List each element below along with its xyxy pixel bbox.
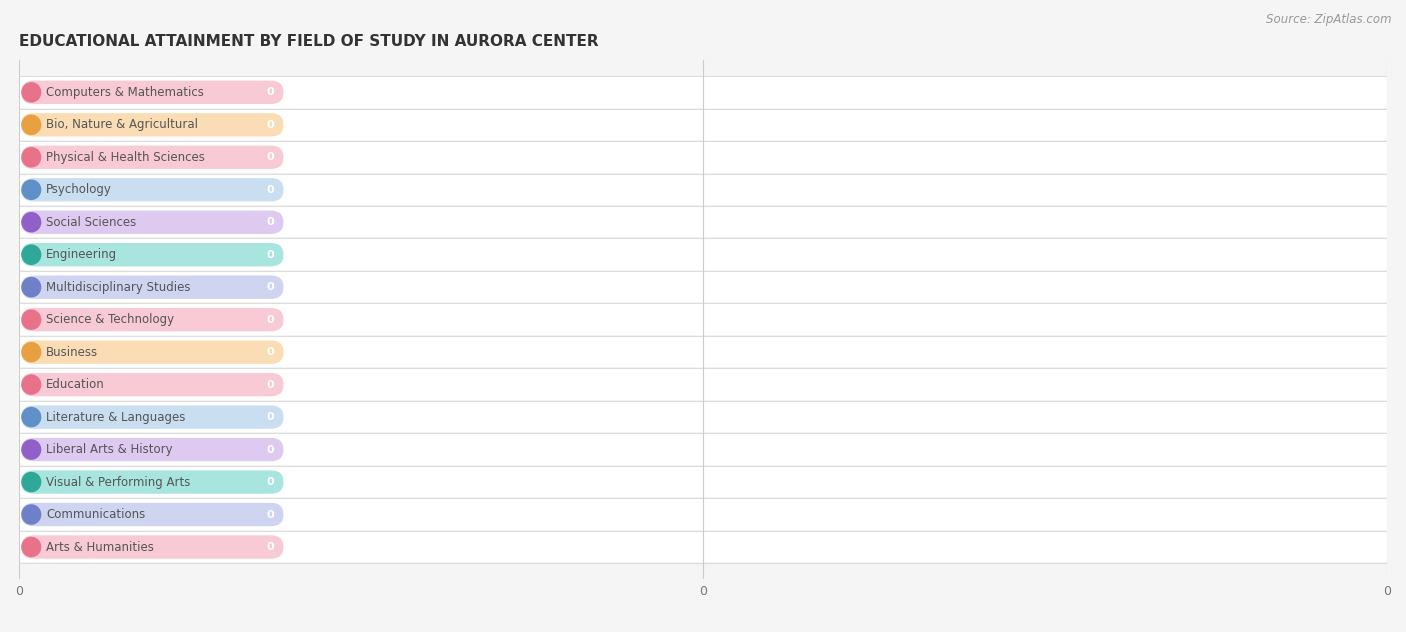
FancyBboxPatch shape bbox=[21, 113, 284, 137]
Ellipse shape bbox=[21, 407, 41, 427]
FancyBboxPatch shape bbox=[21, 503, 284, 526]
FancyBboxPatch shape bbox=[20, 174, 1386, 205]
Ellipse shape bbox=[21, 537, 41, 557]
Ellipse shape bbox=[21, 147, 41, 167]
Text: Bio, Nature & Agricultural: Bio, Nature & Agricultural bbox=[46, 118, 198, 131]
Text: Arts & Humanities: Arts & Humanities bbox=[46, 540, 153, 554]
Ellipse shape bbox=[21, 471, 41, 492]
FancyBboxPatch shape bbox=[21, 276, 284, 299]
Text: Physical & Health Sciences: Physical & Health Sciences bbox=[46, 151, 205, 164]
Ellipse shape bbox=[21, 374, 41, 395]
Text: Engineering: Engineering bbox=[46, 248, 117, 261]
Ellipse shape bbox=[21, 310, 41, 330]
Text: 0: 0 bbox=[267, 152, 274, 162]
FancyBboxPatch shape bbox=[21, 308, 284, 331]
FancyBboxPatch shape bbox=[20, 272, 1386, 303]
Text: 0: 0 bbox=[267, 120, 274, 130]
Ellipse shape bbox=[21, 179, 41, 200]
Text: Computers & Mathematics: Computers & Mathematics bbox=[46, 86, 204, 99]
Text: 0: 0 bbox=[267, 185, 274, 195]
Text: Communications: Communications bbox=[46, 508, 145, 521]
FancyBboxPatch shape bbox=[20, 402, 1386, 432]
FancyBboxPatch shape bbox=[20, 467, 1386, 497]
Text: Literature & Languages: Literature & Languages bbox=[46, 411, 186, 423]
Text: 0: 0 bbox=[267, 477, 274, 487]
Text: 0: 0 bbox=[267, 412, 274, 422]
FancyBboxPatch shape bbox=[21, 178, 284, 202]
FancyBboxPatch shape bbox=[21, 438, 284, 461]
Ellipse shape bbox=[21, 342, 41, 362]
FancyBboxPatch shape bbox=[21, 470, 284, 494]
Text: Liberal Arts & History: Liberal Arts & History bbox=[46, 443, 173, 456]
Text: 0: 0 bbox=[267, 283, 274, 292]
Text: Source: ZipAtlas.com: Source: ZipAtlas.com bbox=[1267, 13, 1392, 26]
Text: Social Sciences: Social Sciences bbox=[46, 216, 136, 229]
Text: Education: Education bbox=[46, 378, 104, 391]
FancyBboxPatch shape bbox=[20, 369, 1386, 400]
Ellipse shape bbox=[21, 439, 41, 460]
FancyBboxPatch shape bbox=[21, 373, 284, 396]
FancyBboxPatch shape bbox=[20, 77, 1386, 107]
FancyBboxPatch shape bbox=[20, 532, 1386, 562]
Text: 0: 0 bbox=[267, 542, 274, 552]
Ellipse shape bbox=[21, 245, 41, 265]
FancyBboxPatch shape bbox=[20, 142, 1386, 173]
FancyBboxPatch shape bbox=[20, 499, 1386, 530]
Text: Science & Technology: Science & Technology bbox=[46, 313, 174, 326]
Text: 0: 0 bbox=[267, 347, 274, 357]
FancyBboxPatch shape bbox=[21, 145, 284, 169]
FancyBboxPatch shape bbox=[20, 305, 1386, 335]
Ellipse shape bbox=[21, 82, 41, 102]
Ellipse shape bbox=[21, 114, 41, 135]
Text: 0: 0 bbox=[267, 87, 274, 97]
FancyBboxPatch shape bbox=[20, 109, 1386, 140]
FancyBboxPatch shape bbox=[21, 243, 284, 267]
Text: EDUCATIONAL ATTAINMENT BY FIELD OF STUDY IN AURORA CENTER: EDUCATIONAL ATTAINMENT BY FIELD OF STUDY… bbox=[20, 34, 599, 49]
Text: 0: 0 bbox=[267, 509, 274, 520]
FancyBboxPatch shape bbox=[21, 341, 284, 364]
Ellipse shape bbox=[21, 212, 41, 233]
Text: 0: 0 bbox=[267, 217, 274, 228]
Text: Psychology: Psychology bbox=[46, 183, 112, 197]
Ellipse shape bbox=[21, 277, 41, 298]
FancyBboxPatch shape bbox=[20, 434, 1386, 465]
FancyBboxPatch shape bbox=[21, 405, 284, 428]
FancyBboxPatch shape bbox=[21, 81, 284, 104]
FancyBboxPatch shape bbox=[20, 337, 1386, 367]
Text: 0: 0 bbox=[267, 380, 274, 389]
FancyBboxPatch shape bbox=[21, 210, 284, 234]
Text: Business: Business bbox=[46, 346, 98, 358]
Text: Visual & Performing Arts: Visual & Performing Arts bbox=[46, 475, 190, 489]
Text: 0: 0 bbox=[267, 250, 274, 260]
Text: 0: 0 bbox=[267, 444, 274, 454]
Text: Multidisciplinary Studies: Multidisciplinary Studies bbox=[46, 281, 190, 294]
Text: 0: 0 bbox=[267, 315, 274, 325]
FancyBboxPatch shape bbox=[20, 207, 1386, 238]
FancyBboxPatch shape bbox=[21, 535, 284, 559]
Ellipse shape bbox=[21, 504, 41, 525]
FancyBboxPatch shape bbox=[20, 240, 1386, 270]
